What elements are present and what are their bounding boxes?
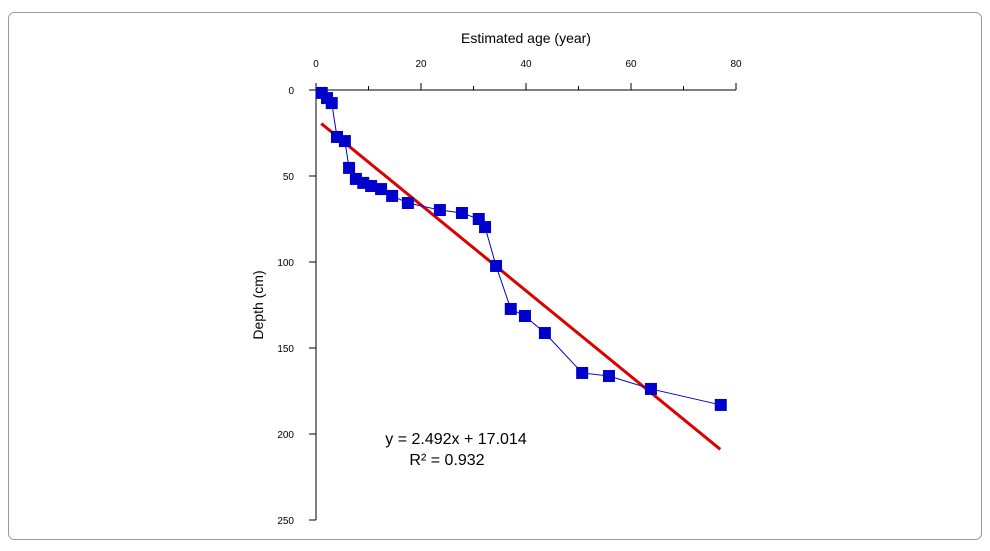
point	[576, 366, 589, 379]
x-tick-label: 20	[415, 59, 427, 70]
point	[490, 259, 503, 272]
point	[455, 206, 468, 219]
x-tick-label: 40	[520, 59, 532, 70]
point	[433, 204, 446, 217]
point	[375, 183, 388, 196]
point	[401, 197, 414, 210]
fit-equation: y = 2.492x + 17.014	[385, 431, 527, 448]
y-tick-label: 150	[277, 344, 294, 355]
x-axis-title: Estimated age (year)	[461, 30, 591, 46]
fit-r2: R² = 0.932	[409, 452, 484, 469]
y-tick-label: 100	[277, 258, 294, 269]
y-tick-label: 250	[277, 516, 294, 527]
point	[504, 302, 517, 315]
point	[365, 179, 378, 192]
point	[602, 370, 615, 383]
x-tick-label: 0	[313, 59, 319, 70]
x-tick-label: 80	[730, 59, 742, 70]
y-tick-label: 200	[277, 430, 294, 441]
point	[714, 398, 727, 411]
point	[644, 382, 657, 395]
y-tick-label: 50	[283, 172, 295, 183]
chart-frame	[8, 12, 982, 540]
point	[479, 221, 492, 234]
point	[338, 135, 351, 148]
point	[325, 97, 338, 110]
y-tick-label: 0	[288, 86, 294, 97]
point	[386, 189, 399, 202]
point	[518, 310, 531, 323]
x-tick-label: 60	[625, 59, 637, 70]
fit-line	[320, 122, 722, 451]
y-axis-title: Depth (cm)	[250, 270, 266, 339]
point	[343, 161, 356, 174]
point	[538, 327, 551, 340]
